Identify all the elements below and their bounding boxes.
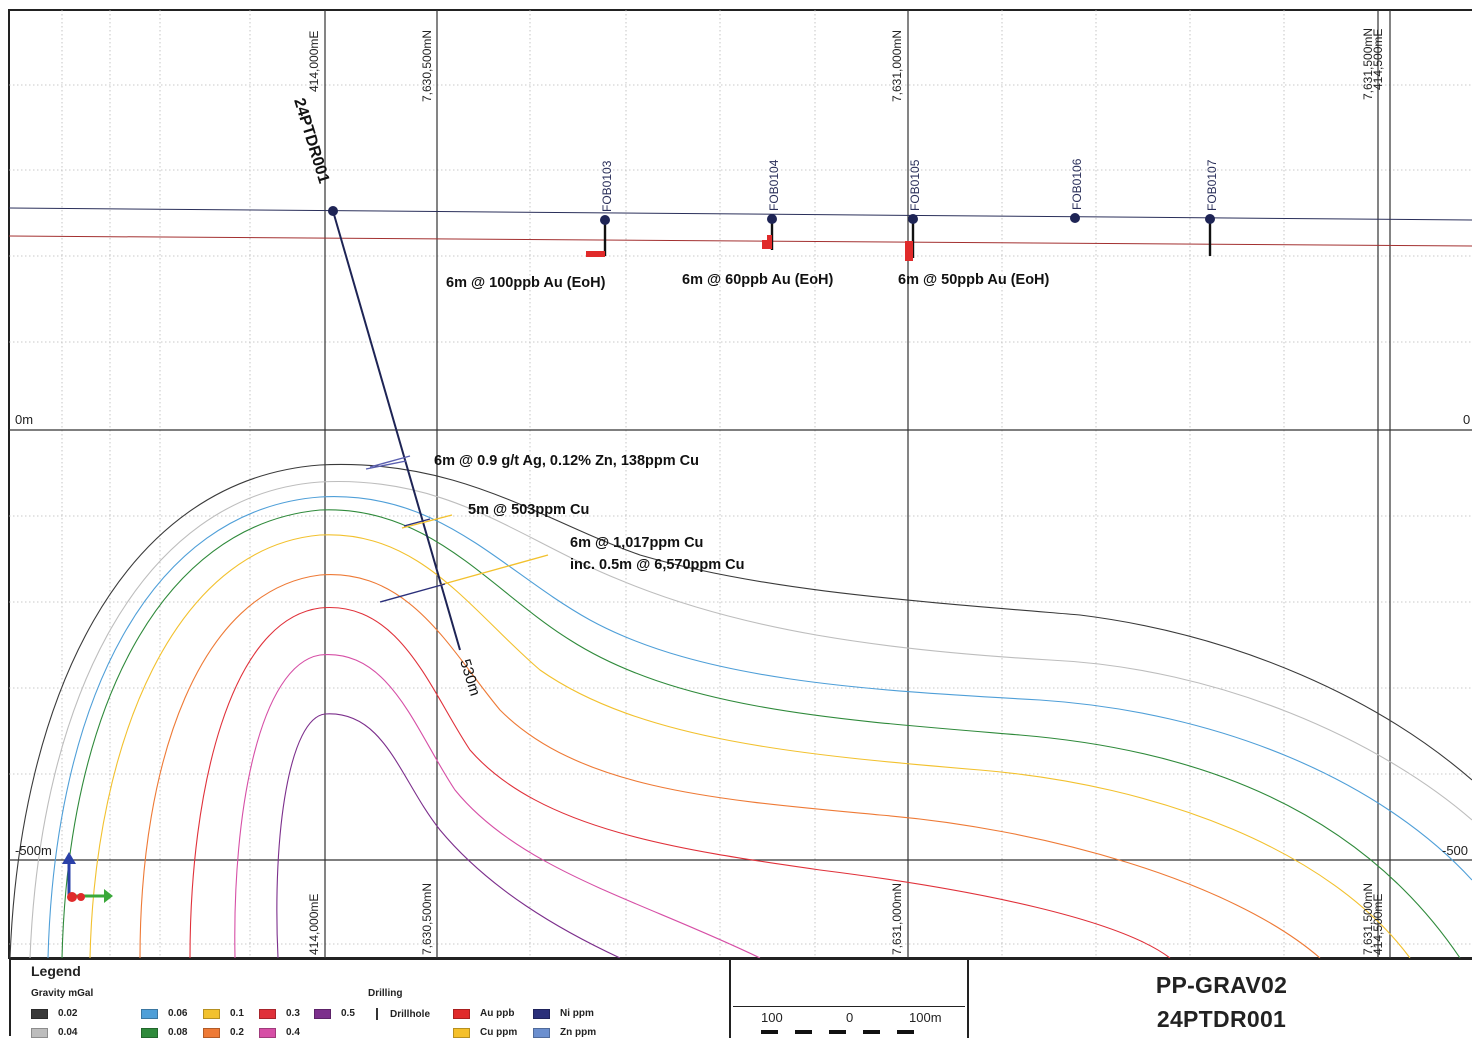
legend-item-ni-ppm: Ni ppm [533, 1008, 594, 1019]
depth-label-500m: -500m [15, 843, 52, 858]
depth-label-0m: 0m [15, 412, 33, 427]
topo-line [8, 207, 1472, 221]
grid-label-bottom-northing-3: 7,631,500mN [1361, 883, 1375, 955]
grid-label-top-northing-1: 7,630,500mN [420, 30, 434, 102]
legend-item-0.08: 0.08 [141, 1027, 187, 1038]
map-footer: Legend Gravity mGal Drilling 0.02 0.04 0… [9, 958, 1472, 1038]
title-panel: PP-GRAV02 24PTDR001 [969, 960, 1472, 1038]
collar-label-FOB0104: FOB0104 [767, 159, 781, 211]
grid-label-top-easting-2: 414,500mE [1371, 29, 1385, 90]
depth-label-500m-right: -500 [1442, 843, 1468, 858]
legend-item-0.06: 0.06 [141, 1008, 187, 1019]
collar-markers[interactable] [600, 213, 1215, 225]
grid-label-bottom-northing-2: 7,631,000mN [890, 883, 904, 955]
annotation-surface-1: 6m @ 100ppb Au (EoH) [446, 275, 606, 291]
scale-bar [761, 1030, 931, 1038]
map-subtitle: 24PTDR001 [1156, 1006, 1287, 1032]
scale-label-left: 100 [761, 1010, 783, 1025]
legend-item-0.3: 0.3 [259, 1008, 300, 1019]
collar-label-FOB0103: FOB0103 [600, 160, 614, 212]
map-frame [8, 9, 1472, 959]
legend-drilling-label: Drilling [368, 988, 403, 999]
collar-label-FOB0106: FOB0106 [1070, 158, 1084, 210]
au-anomalies [586, 235, 913, 261]
major-grid [9, 10, 1472, 958]
grid-label-bottom-easting-2: 414,500mE [1371, 894, 1385, 955]
legend-item-0.5: 0.5 [314, 1008, 355, 1019]
annotation-intercept-1: 6m @ 0.9 g/t Ag, 0.12% Zn, 138ppm Cu [434, 453, 699, 469]
annotation-surface-3: 6m @ 50ppb Au (EoH) [898, 272, 1050, 288]
contour-0.4 [234, 654, 761, 959]
legend-item-0.4: 0.4 [259, 1027, 300, 1038]
legend-item-0.04: 0.04 [31, 1027, 77, 1038]
contour-0.02 [9, 463, 1472, 959]
grid-label-top-northing-2: 7,631,000mN [890, 30, 904, 102]
contour-0.3 [189, 607, 1171, 959]
legend-gravity-label: Gravity mGal [31, 988, 94, 999]
depth-label-0m-right: 0 [1463, 412, 1470, 427]
orientation-axes-icon [62, 852, 113, 903]
contour-0.2 [139, 574, 1321, 959]
legend-item-cu-ppm: Cu ppm [453, 1027, 517, 1038]
weathering-line [8, 235, 1472, 247]
contour-0.5 [276, 713, 621, 959]
drillhole-trace-24PTDR001 [332, 210, 461, 651]
collar-24PTDR001[interactable] [328, 206, 338, 216]
scale-bar-panel: 100 0 100m [729, 960, 969, 1038]
annotation-intercept-3b: inc. 0.5m @ 6,570ppm Cu [570, 557, 745, 573]
contour-0.1 [89, 534, 1411, 959]
grid-label-bottom-easting: 414,000mE [307, 894, 321, 955]
contour-0.08 [61, 509, 1461, 959]
legend-item-0.1: 0.1 [203, 1008, 244, 1019]
legend-item-au-ppb: Au ppb [453, 1008, 514, 1019]
intercept-ticks [365, 455, 549, 603]
grid-label-bottom-northing-1: 7,630,500mN [420, 883, 434, 955]
scale-label-mid: 0 [846, 1010, 854, 1025]
legend-item-0.02: 0.02 [31, 1008, 77, 1019]
legend-title: Legend [31, 963, 81, 979]
map-title: PP-GRAV02 [1155, 972, 1288, 998]
contour-0.04 [29, 480, 1472, 959]
scale-label-right: 100m [909, 1010, 942, 1025]
annotation-surface-2: 6m @ 60ppb Au (EoH) [682, 272, 834, 288]
legend-panel: Legend Gravity mGal Drilling 0.02 0.04 0… [11, 960, 731, 1038]
annotation-intercept-3a: 6m @ 1,017ppm Cu [570, 535, 703, 551]
collar-label-FOB0107: FOB0107 [1205, 159, 1219, 211]
collar-label-FOB0105: FOB0105 [908, 159, 922, 211]
legend-item-zn-ppm: Zn ppm [533, 1027, 596, 1038]
legend-item-0.2: 0.2 [203, 1027, 244, 1038]
grid-label-top-easting: 414,000mE [307, 31, 321, 92]
legend-item-drillhole: Drillhole [376, 1008, 430, 1020]
gravity-contours [9, 463, 1472, 959]
annotation-intercept-2: 5m @ 503ppm Cu [468, 502, 589, 518]
contour-0.06 [47, 496, 1472, 959]
grid-label-top-northing-3: 7,631,500mN [1361, 28, 1375, 100]
